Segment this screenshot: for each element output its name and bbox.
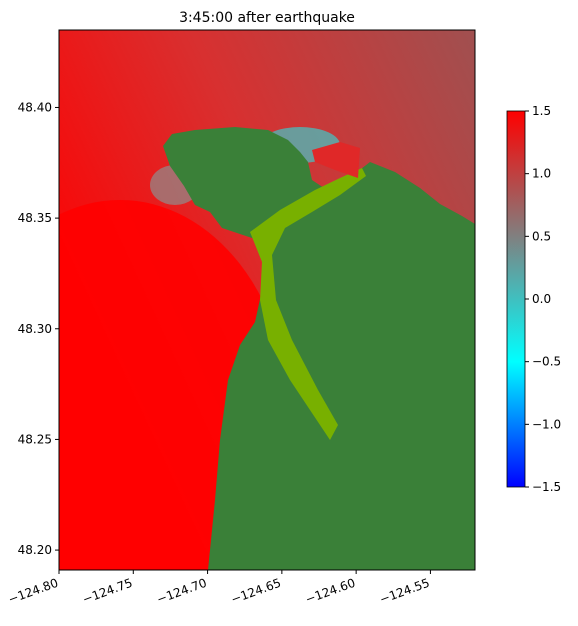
- land: [163, 127, 475, 570]
- bay: [312, 142, 360, 178]
- y-tick-label: 48.20: [18, 543, 52, 557]
- colorbar: [506, 110, 526, 488]
- chart-title: 3:45:00 after earthquake: [179, 10, 355, 26]
- colorbar-tick-label: −1.0: [532, 417, 561, 431]
- x-tick-label: −124.55: [378, 576, 432, 607]
- inlet: [250, 168, 366, 440]
- x-tick-label: −124.80: [6, 576, 60, 607]
- colorbar-tick-label: 0.5: [532, 229, 551, 243]
- x-tick-label: −124.65: [229, 576, 283, 607]
- y-tick-label: 48.40: [18, 100, 52, 114]
- y-tick-label: 48.25: [18, 432, 52, 446]
- colorbar-tick-label: 1.5: [532, 104, 551, 118]
- x-tick-label: −124.60: [303, 576, 357, 607]
- map-field: [59, 30, 475, 570]
- x-tick-label: −124.70: [155, 576, 209, 607]
- colorbar-tick-label: −0.5: [532, 355, 561, 369]
- colorbar-tick-label: 1.0: [532, 167, 551, 181]
- colorbar-tick-label: 0.0: [532, 292, 551, 306]
- colorbar-tick-label: −1.5: [532, 480, 561, 494]
- y-tick-label: 48.30: [18, 322, 52, 336]
- x-tick-label: −124.75: [81, 576, 135, 607]
- y-tick-label: 48.35: [18, 211, 52, 225]
- plot-frame: [58, 29, 476, 571]
